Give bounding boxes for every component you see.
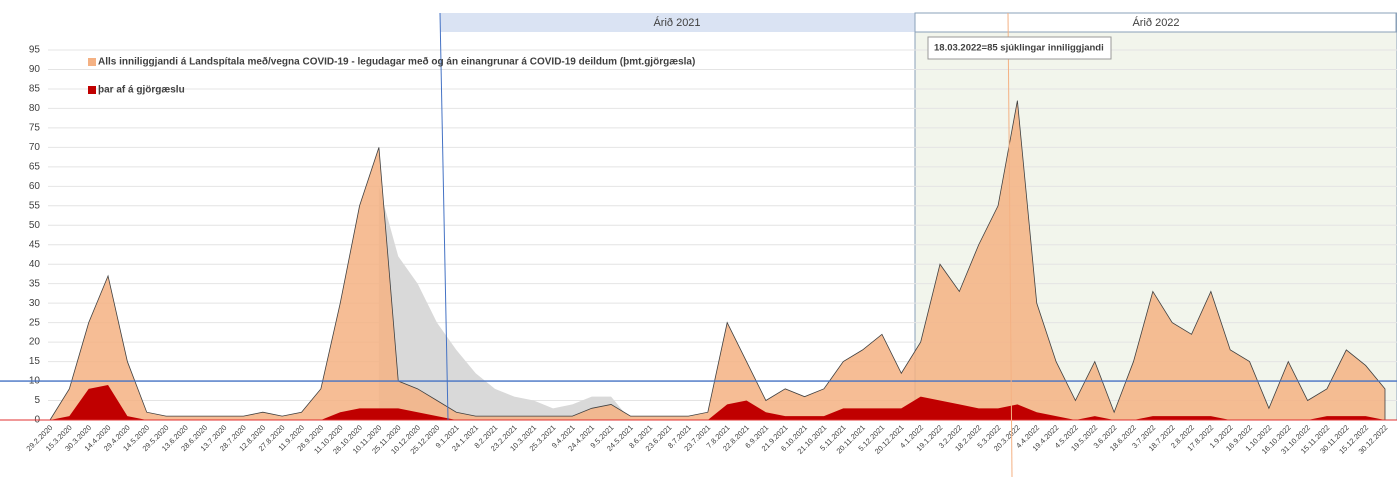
legend-swatch <box>88 86 96 94</box>
area <box>378 186 631 420</box>
y-tick-label: 80 <box>29 103 41 114</box>
y-tick-label: 45 <box>29 239 41 250</box>
callout-box <box>927 36 1112 60</box>
year-2022-label: Árið 2022 <box>1132 16 1179 29</box>
y-tick-label: 30 <box>29 298 41 309</box>
y-tick-label: 20 <box>29 337 41 348</box>
area <box>50 384 1385 420</box>
year-2022-header <box>914 12 1397 33</box>
y-tick-label: 65 <box>29 161 41 172</box>
y-tick-label: 40 <box>29 259 41 270</box>
y-tick-label: 90 <box>29 64 41 75</box>
legend-label: þar af á gjörgæslu <box>98 85 185 96</box>
year-2021-header <box>440 13 915 32</box>
callout-text: 18.03.2022=85 sjúklingar inniliggjandi <box>934 43 1104 54</box>
year-2021-label: Árið 2021 <box>653 16 700 29</box>
y-tick-label: 15 <box>29 356 41 367</box>
y-tick-label: 60 <box>29 181 41 192</box>
legend-swatch <box>88 58 96 66</box>
y-tick-label: 25 <box>29 317 41 328</box>
y-tick-label: 55 <box>29 200 41 211</box>
legend-label: Alls inniliggjandi á Landspítala með/veg… <box>98 56 695 68</box>
year-divider <box>439 12 449 421</box>
y-tick-label: 85 <box>29 84 41 95</box>
area <box>49 100 1386 421</box>
y-tick-label: 35 <box>29 278 41 289</box>
y-tick-label: 5 <box>34 395 40 406</box>
y-tick-label: 70 <box>29 142 41 153</box>
y-tick-label: 95 <box>29 45 41 56</box>
peak-line <box>1007 12 1013 477</box>
y-tick-label: 50 <box>29 220 41 231</box>
y-tick-label: 75 <box>29 123 41 134</box>
